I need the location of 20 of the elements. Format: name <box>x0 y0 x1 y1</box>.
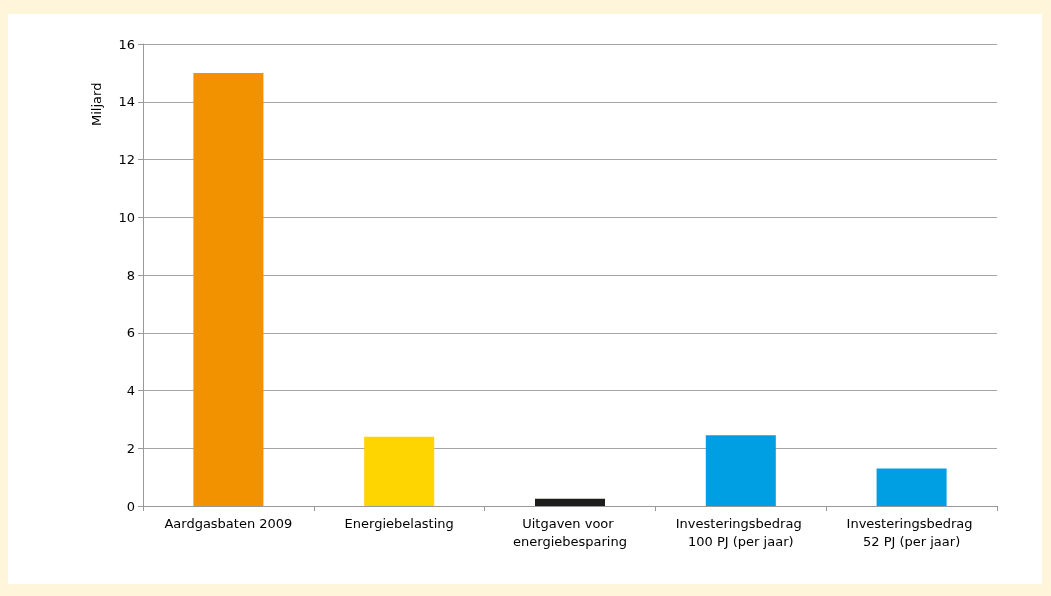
y-tick-label: 2 <box>126 440 135 456</box>
bar <box>876 468 947 506</box>
y-tick-label: 14 <box>118 94 135 110</box>
bar <box>534 498 606 506</box>
x-tick-label: Uitgaven voor energiebesparing <box>513 515 627 549</box>
y-axis-title: Miljard <box>89 82 104 126</box>
y-tick-label: 0 <box>126 498 135 514</box>
x-tick-label: Investeringsbedrag 100 PJ (per jaar) <box>675 515 806 549</box>
y-tick-label: 10 <box>118 209 135 225</box>
y-tick-label: 4 <box>126 383 135 398</box>
bar <box>193 72 264 506</box>
x-tick-label: Investeringsbedrag 52 PJ (per jaar) <box>846 515 977 549</box>
y-tick-label: 12 <box>118 152 135 167</box>
bar <box>705 435 776 506</box>
x-tick-label: Aardgasbaten 2009 <box>164 515 293 531</box>
y-tick-label: 16 <box>118 36 135 52</box>
x-tick-label: Energiebelasting <box>344 515 454 531</box>
y-tick-label: 8 <box>126 267 135 283</box>
bar <box>364 436 435 506</box>
y-tick-label: 6 <box>126 325 135 341</box>
